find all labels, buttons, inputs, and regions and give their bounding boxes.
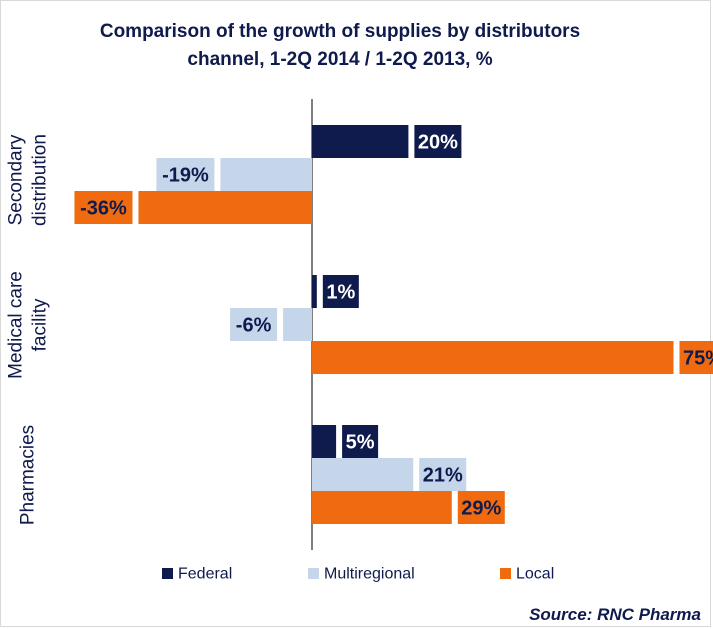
legend-label: Local xyxy=(516,566,554,583)
bar-local xyxy=(138,191,312,224)
legend-label: Multiregional xyxy=(324,566,415,583)
bar-local xyxy=(312,491,452,524)
data-label-box xyxy=(679,341,713,374)
data-label: 1% xyxy=(326,282,355,304)
chart-title: Comparison of the growth of supplies by … xyxy=(40,18,640,74)
category-label: facility xyxy=(30,298,51,351)
bar-federal xyxy=(312,275,317,308)
category-label: Medical care xyxy=(6,271,27,379)
data-label-box xyxy=(156,158,215,191)
data-label: 21% xyxy=(423,465,463,487)
data-label: -19% xyxy=(162,165,209,187)
bar-federal xyxy=(312,125,409,158)
data-label: 20% xyxy=(418,132,458,154)
source-note: Source: RNC Pharma xyxy=(529,605,701,624)
bar-federal xyxy=(312,425,337,458)
legend-swatch-local xyxy=(500,568,511,579)
data-label-box xyxy=(414,125,462,158)
chart-title-line1: Comparison of the growth of supplies by … xyxy=(99,21,581,42)
category-label: Pharmacies xyxy=(18,425,39,525)
data-label: -6% xyxy=(236,315,272,337)
bar-local xyxy=(312,341,674,374)
category-label: Secondary xyxy=(6,134,27,225)
chart-title-line2: channel, 1-2Q 2014 / 1-2Q 2013, % xyxy=(187,49,493,70)
legend-label: Federal xyxy=(178,566,232,583)
category-label: distribution xyxy=(30,134,51,226)
data-label-box xyxy=(457,491,505,524)
data-label-box xyxy=(230,308,278,341)
legend-swatch-multiregional xyxy=(308,568,319,579)
data-label: 75% xyxy=(683,348,713,370)
data-label-box xyxy=(322,275,359,308)
bar-multiregional xyxy=(312,458,414,491)
data-label-box xyxy=(342,425,379,458)
data-label: 5% xyxy=(346,432,375,454)
data-label-box xyxy=(74,191,133,224)
bar-multiregional xyxy=(283,308,312,341)
bar-multiregional xyxy=(220,158,312,191)
data-label: -36% xyxy=(80,198,127,220)
data-label-box xyxy=(419,458,467,491)
data-label: 29% xyxy=(461,498,501,520)
legend-swatch-federal xyxy=(162,568,173,579)
